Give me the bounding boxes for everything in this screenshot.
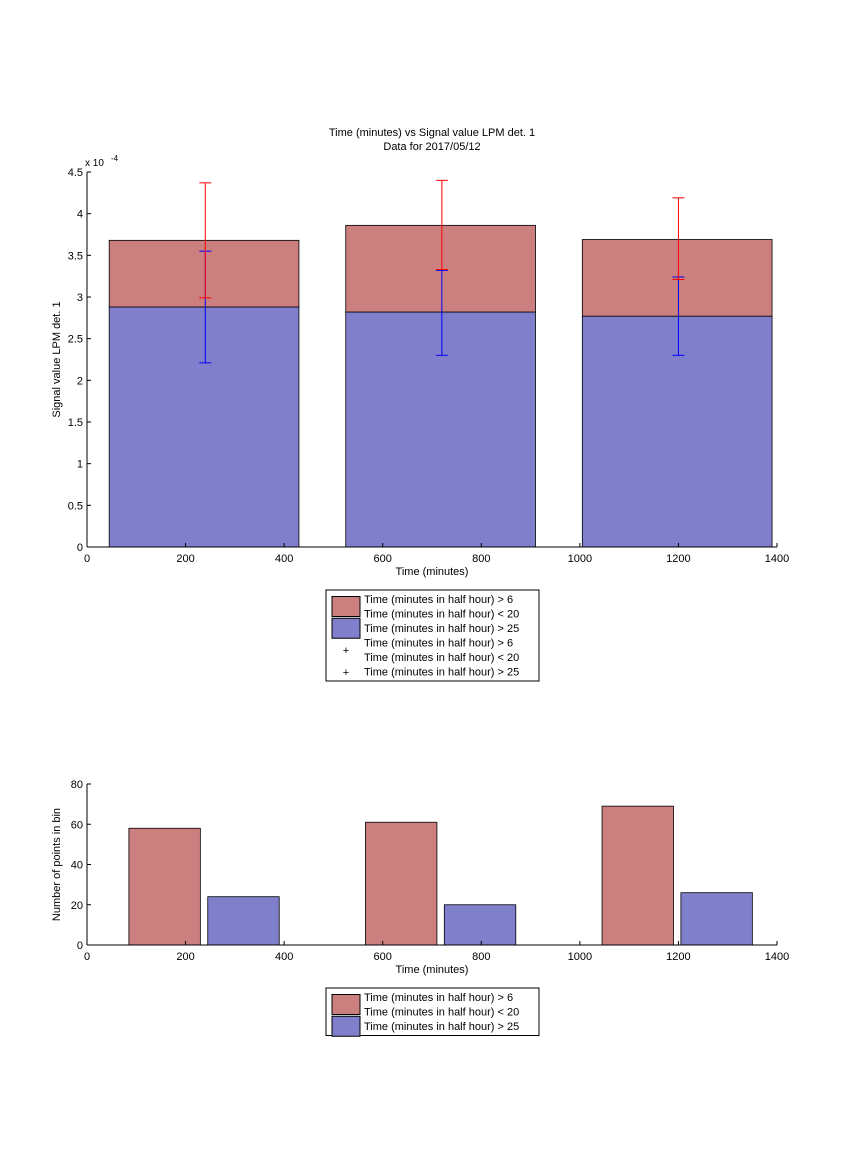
- figure-subtitle: Data for 2017/05/12: [383, 141, 480, 153]
- signal-x-axis-label: Time (minutes): [396, 566, 469, 578]
- signal-legend-label: Time (minutes in half hour) < 20: [364, 652, 519, 664]
- y-exponent-label: x 10: [85, 158, 104, 169]
- signal-x-tick-label: 600: [374, 553, 392, 565]
- count-y-tick-label: 20: [71, 900, 83, 912]
- signal-y-tick-label: 2: [77, 375, 83, 387]
- signal-legend-swatch-blue: [331, 617, 361, 639]
- signal-legend-marker-red: +: [343, 645, 349, 657]
- signal-legend-label: Time (minutes in half hour) > 6: [364, 638, 513, 650]
- signal-legend-label: Time (minutes in half hour) > 25: [364, 623, 519, 635]
- blue-count-bar: [443, 904, 517, 946]
- signal-legend-swatch-red: [331, 596, 361, 617]
- signal-y-tick-label: 1.5: [68, 417, 83, 429]
- count-y-tick-label: 0: [77, 940, 83, 952]
- blue-count-bar: [680, 892, 753, 946]
- red-count-bar: [601, 805, 674, 946]
- signal-x-tick-label: 800: [472, 553, 490, 565]
- count-legend-swatch-blue: [331, 1015, 361, 1037]
- signal-y-tick-label: 4: [77, 209, 83, 221]
- signal-y-tick-label: 0: [77, 542, 83, 554]
- signal-chart-legend: Time (minutes in half hour) > 6 Time (min…: [325, 589, 540, 682]
- red-bar-segment: [581, 239, 773, 317]
- blue-count-bar: [207, 896, 280, 946]
- count-chart: 0 200 400 600 800 1000 1200 1400 0 20 40 60 80 Time (…: [51, 779, 789, 976]
- count-x-tick-label: 200: [176, 951, 194, 963]
- signal-legend-box: [325, 589, 540, 682]
- signal-chart: 0 200 400 600 800 1000 1200 1400 0 0.5 1 1.5 2 2.5 3 3.…: [51, 154, 789, 578]
- count-x-tick-label: 400: [275, 951, 293, 963]
- red-count-bar: [128, 827, 201, 946]
- signal-x-tick-label: 0: [84, 553, 90, 565]
- count-chart-legend: Time (minutes in half hour) > 6 Time (min…: [325, 987, 540, 1037]
- signal-legend-marker-blue: +: [343, 667, 349, 679]
- blue-bar-segment: [581, 315, 773, 548]
- count-x-tick-label: 1400: [765, 951, 789, 963]
- red-bar-segment: [345, 224, 536, 313]
- signal-legend-label: Time (minutes in half hour) > 25: [364, 667, 519, 679]
- signal-y-tick-label: 2.5: [68, 334, 83, 346]
- signal-y-tick-label: 3: [77, 292, 83, 304]
- count-legend-label: Time (minutes in half hour) > 25: [364, 1021, 519, 1033]
- blue-bar-segment: [108, 306, 300, 548]
- blue-bar-segment: [345, 311, 536, 548]
- count-legend-swatch-red: [331, 994, 361, 1015]
- signal-x-tick-label: 400: [275, 553, 293, 565]
- signal-legend-label: Time (minutes in half hour) < 20: [364, 609, 519, 621]
- y-exponent-power: -4: [111, 154, 119, 163]
- count-y-tick-label: 80: [71, 779, 83, 791]
- signal-y-tick-label: 1: [77, 459, 83, 471]
- signal-x-tick-label: 1200: [666, 553, 690, 565]
- signal-y-axis-label: Signal value LPM det. 1: [51, 301, 63, 417]
- signal-x-tick-label: 200: [176, 553, 194, 565]
- count-legend-label: Time (minutes in half hour) < 20: [364, 1007, 519, 1019]
- count-legend-box: [325, 987, 540, 1036]
- count-x-tick-label: 1200: [666, 951, 690, 963]
- signal-y-tick-label: 3.5: [68, 250, 83, 262]
- red-bar-segment: [108, 239, 300, 308]
- count-legend-label: Time (minutes in half hour) > 6: [364, 992, 513, 1004]
- count-x-tick-label: 800: [472, 951, 490, 963]
- figure-title: Time (minutes) vs Signal value LPM det. …: [329, 127, 535, 139]
- count-x-tick-label: 0: [84, 951, 90, 963]
- count-x-axis-label: Time (minutes): [396, 964, 469, 976]
- count-x-tick-label: 600: [374, 951, 392, 963]
- signal-y-tick-label: 4.5: [68, 167, 83, 179]
- count-y-axis-label: Number of points in bin: [51, 808, 63, 921]
- signal-x-tick-label: 1400: [765, 553, 789, 565]
- count-x-tick-label: 1000: [568, 951, 592, 963]
- signal-legend-label: Time (minutes in half hour) > 6: [364, 594, 513, 606]
- count-y-tick-label: 60: [71, 819, 83, 831]
- red-count-bar: [365, 821, 438, 946]
- signal-x-tick-label: 1000: [568, 553, 592, 565]
- count-y-tick-label: 40: [71, 860, 83, 872]
- signal-y-tick-label: 0.5: [68, 500, 83, 512]
